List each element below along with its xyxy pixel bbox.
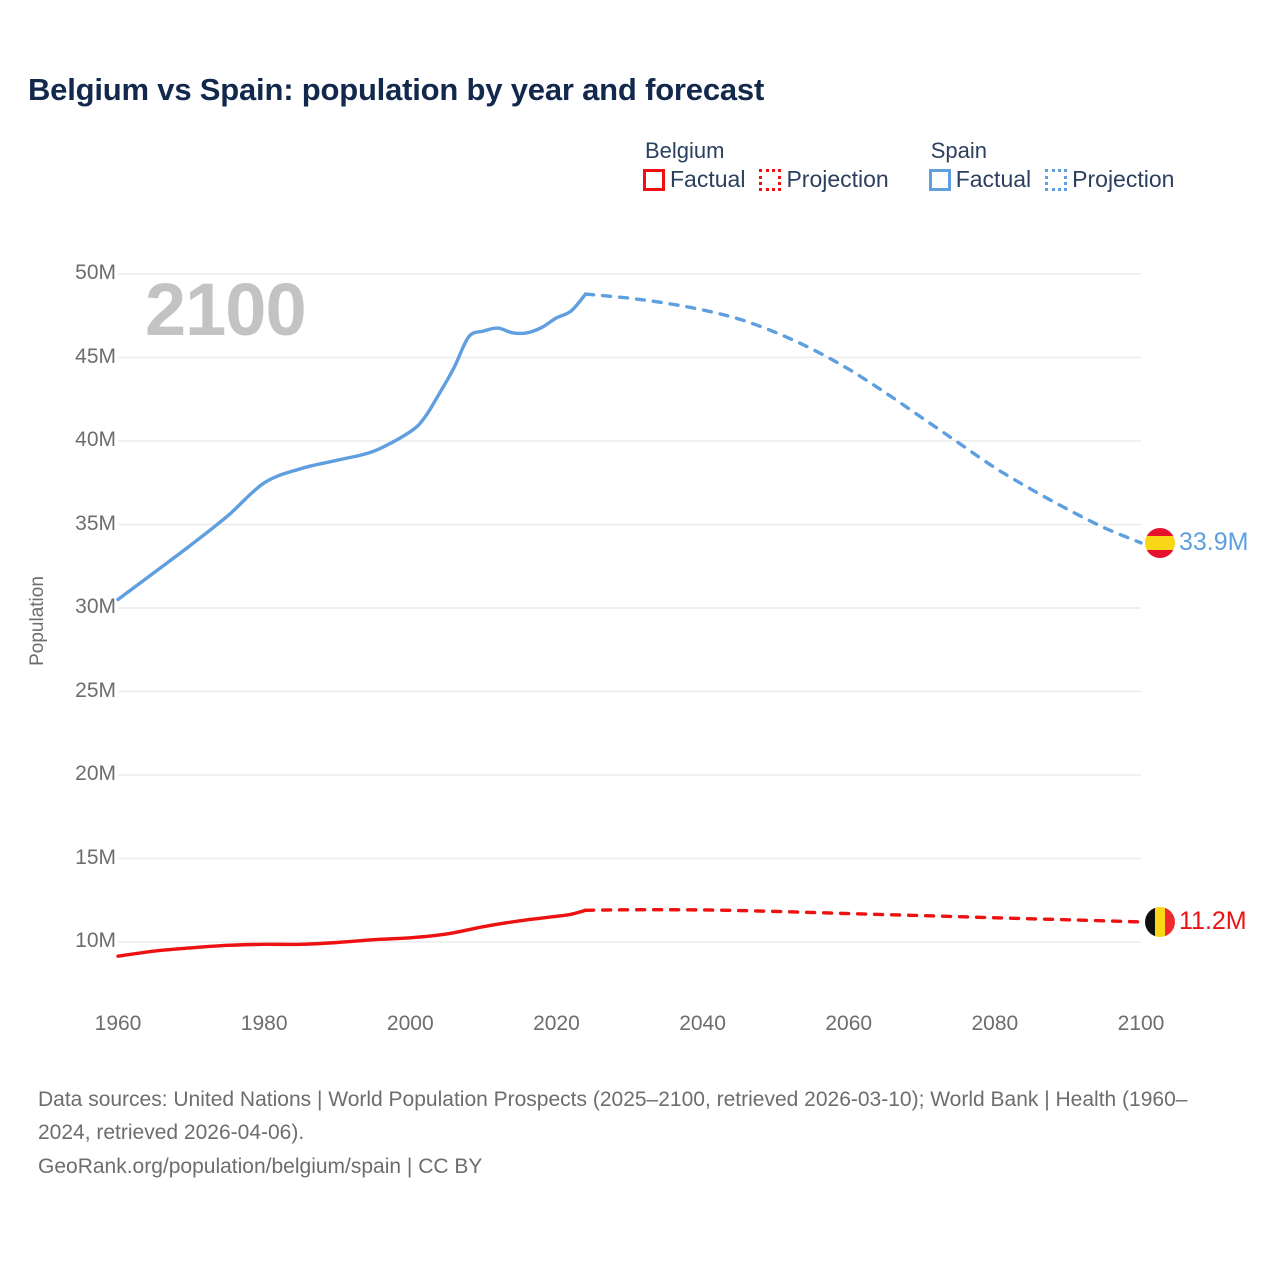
footer-attribution: GeoRank.org/population/belgium/spain | C… [38, 1155, 483, 1179]
legend-swatch-solid-icon [928, 168, 951, 191]
chart-legend: Belgium Factual Projection Spain Factual [643, 140, 1174, 191]
y-axis-tick-label: 25M [75, 678, 116, 702]
legend-items-belgium: Factual Projection [643, 168, 889, 191]
x-axis-tick-label: 2040 [679, 1012, 726, 1035]
footer: Data sources: United Nations | World Pop… [38, 1084, 1228, 1184]
line-factual-spain [116, 292, 588, 602]
line-projection-belgium [583, 908, 1143, 924]
y-axis-tick-label: 40M [75, 428, 116, 451]
y-axis-tick-label: 15M [75, 845, 116, 869]
legend-swatch-dotted-icon [759, 168, 782, 191]
y-axis-ticks: 10M 15M 20M 25M 30M 35M 40M 45M 50M [0, 0, 116, 1280]
belgium-flag-icon [1145, 906, 1175, 937]
legend-label-belgium-factual: Factual [670, 166, 746, 192]
legend-item-belgium-projection[interactable]: Projection [759, 166, 889, 192]
end-label-belgium: 11.2M [1145, 906, 1247, 937]
x-axis-tick-label: 2000 [386, 1012, 434, 1035]
y-axis-tick-label: 50M [75, 261, 116, 284]
line-projection-spain [583, 292, 1143, 545]
legend-swatch-dotted-icon [1045, 168, 1068, 191]
legend-group-belgium: Belgium Factual Projection [643, 140, 889, 191]
year-watermark: 2100 [145, 268, 307, 351]
x-axis-tick-label: 2100 [1117, 1012, 1165, 1035]
page-title: Belgium vs Spain: population by year and… [28, 72, 765, 107]
legend-items-spain: Factual Projection [928, 166, 1174, 192]
legend-item-spain-projection[interactable]: Projection [1045, 168, 1174, 191]
legend-label-spain-projection: Projection [1072, 166, 1175, 192]
y-axis-tick-label: 20M [75, 762, 116, 785]
y-axis-tick-label: 45M [75, 344, 116, 368]
end-label-spain: 33.9M [1145, 527, 1249, 558]
legend-label-spain-factual: Factual [955, 166, 1032, 192]
x-axis-tick-label: 1960 [94, 1012, 142, 1035]
y-axis-tick-label: 30M [75, 595, 116, 618]
legend-group-spain: Spain Factual Projection [928, 138, 1174, 192]
line-factual-belgium [116, 908, 588, 958]
x-axis-tick-label: 2020 [533, 1012, 580, 1035]
end-label-value-belgium: 11.2M [1179, 907, 1247, 936]
legend-group-title-spain: Spain [930, 138, 987, 163]
legend-item-spain-factual[interactable]: Factual [928, 166, 1032, 192]
legend-item-belgium-factual[interactable]: Factual [643, 168, 745, 191]
legend-label-belgium-projection: Projection [786, 166, 889, 192]
footer-data-sources: Data sources: United Nations | World Pop… [38, 1088, 1188, 1144]
legend-group-title-belgium: Belgium [645, 138, 725, 163]
x-axis-tick-label: 2060 [825, 1012, 873, 1035]
x-axis-tick-label: 1980 [240, 1012, 288, 1035]
x-axis-tick-label: 2080 [971, 1012, 1019, 1035]
y-axis-tick-label: 35M [75, 511, 116, 535]
spain-flag-icon [1145, 527, 1175, 558]
end-label-value-spain: 33.9M [1179, 528, 1249, 557]
y-axis-tick-label: 10M [75, 929, 116, 952]
legend-swatch-solid-icon [643, 168, 665, 191]
